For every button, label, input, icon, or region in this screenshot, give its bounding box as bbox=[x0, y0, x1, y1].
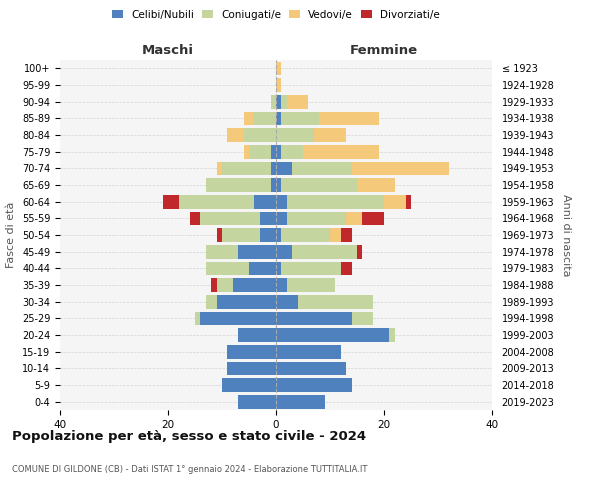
Bar bbox=[206, 245, 238, 258]
Bar bbox=[276, 262, 281, 275]
Bar bbox=[244, 128, 276, 142]
Bar bbox=[276, 195, 287, 208]
Bar bbox=[352, 312, 373, 325]
Bar bbox=[200, 212, 260, 225]
Bar bbox=[276, 62, 281, 75]
Bar bbox=[227, 345, 276, 358]
Bar bbox=[319, 112, 379, 125]
Bar bbox=[271, 145, 276, 158]
Bar bbox=[281, 262, 341, 275]
Bar bbox=[254, 195, 276, 208]
Bar bbox=[352, 162, 449, 175]
Text: Popolazione per età, sesso e stato civile - 2024: Popolazione per età, sesso e stato civil… bbox=[12, 430, 366, 443]
Bar bbox=[206, 178, 271, 192]
Bar bbox=[389, 328, 395, 342]
Bar bbox=[287, 195, 384, 208]
Bar bbox=[271, 178, 276, 192]
Bar bbox=[314, 128, 346, 142]
Bar bbox=[281, 112, 319, 125]
Bar bbox=[276, 112, 281, 125]
Bar bbox=[276, 228, 281, 242]
Bar bbox=[276, 78, 281, 92]
Bar bbox=[292, 162, 352, 175]
Bar bbox=[238, 328, 276, 342]
Bar bbox=[217, 228, 222, 242]
Bar bbox=[217, 162, 222, 175]
Bar bbox=[303, 145, 379, 158]
Bar bbox=[222, 162, 271, 175]
Bar bbox=[276, 212, 287, 225]
Bar bbox=[276, 312, 352, 325]
Bar bbox=[276, 328, 389, 342]
Bar bbox=[292, 245, 357, 258]
Text: COMUNE DI GILDONE (CB) - Dati ISTAT 1° gennaio 2024 - Elaborazione TUTTITALIA.IT: COMUNE DI GILDONE (CB) - Dati ISTAT 1° g… bbox=[12, 465, 367, 474]
Bar bbox=[276, 295, 298, 308]
Bar bbox=[276, 145, 281, 158]
Bar bbox=[244, 145, 249, 158]
Bar bbox=[222, 228, 260, 242]
Bar bbox=[276, 345, 341, 358]
Bar bbox=[200, 312, 276, 325]
Bar bbox=[276, 245, 292, 258]
Bar bbox=[227, 362, 276, 375]
Bar bbox=[341, 262, 352, 275]
Bar bbox=[276, 395, 325, 408]
Bar bbox=[244, 112, 254, 125]
Bar bbox=[281, 145, 303, 158]
Bar bbox=[260, 212, 276, 225]
Bar bbox=[281, 228, 330, 242]
Bar bbox=[287, 212, 346, 225]
Bar bbox=[276, 362, 346, 375]
Bar bbox=[222, 378, 276, 392]
Bar bbox=[357, 245, 362, 258]
Text: Maschi: Maschi bbox=[142, 44, 194, 57]
Bar bbox=[271, 162, 276, 175]
Bar bbox=[362, 212, 384, 225]
Bar bbox=[330, 228, 341, 242]
Bar bbox=[206, 295, 217, 308]
Bar bbox=[271, 95, 276, 108]
Bar bbox=[217, 295, 276, 308]
Bar bbox=[249, 262, 276, 275]
Bar bbox=[276, 178, 281, 192]
Bar bbox=[238, 245, 276, 258]
Bar bbox=[276, 162, 292, 175]
Bar bbox=[276, 128, 314, 142]
Bar bbox=[195, 312, 200, 325]
Bar bbox=[276, 95, 281, 108]
Bar bbox=[238, 395, 276, 408]
Bar bbox=[281, 95, 287, 108]
Bar bbox=[281, 178, 357, 192]
Bar bbox=[384, 195, 406, 208]
Bar bbox=[217, 278, 233, 292]
Bar bbox=[357, 178, 395, 192]
Bar bbox=[276, 378, 352, 392]
Bar bbox=[406, 195, 411, 208]
Legend: Celibi/Nubili, Coniugati/e, Vedovi/e, Divorziati/e: Celibi/Nubili, Coniugati/e, Vedovi/e, Di… bbox=[110, 8, 442, 22]
Bar bbox=[179, 195, 254, 208]
Bar bbox=[254, 112, 276, 125]
Bar bbox=[227, 128, 244, 142]
Bar bbox=[190, 212, 200, 225]
Bar bbox=[287, 278, 335, 292]
Y-axis label: Fasce di età: Fasce di età bbox=[7, 202, 16, 268]
Bar bbox=[163, 195, 179, 208]
Bar bbox=[341, 228, 352, 242]
Bar bbox=[260, 228, 276, 242]
Bar bbox=[206, 262, 249, 275]
Text: Femmine: Femmine bbox=[350, 44, 418, 57]
Y-axis label: Anni di nascita: Anni di nascita bbox=[561, 194, 571, 276]
Bar bbox=[276, 278, 287, 292]
Bar bbox=[249, 145, 271, 158]
Bar bbox=[211, 278, 217, 292]
Bar bbox=[233, 278, 276, 292]
Bar bbox=[298, 295, 373, 308]
Bar bbox=[287, 95, 308, 108]
Bar bbox=[346, 212, 362, 225]
